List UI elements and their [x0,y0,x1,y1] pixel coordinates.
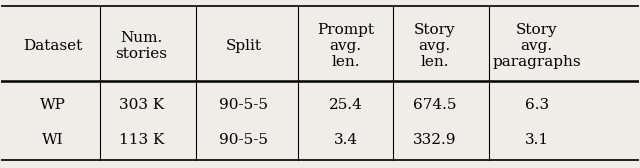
Text: Split: Split [225,39,262,53]
Text: Prompt
avg.
len.: Prompt avg. len. [317,23,374,69]
Text: 113 K: 113 K [119,133,164,147]
Text: WP: WP [40,98,65,113]
Text: 3.1: 3.1 [525,133,548,147]
Text: Story
avg.
paragraphs: Story avg. paragraphs [492,23,581,69]
Text: Num.
stories: Num. stories [116,31,168,61]
Text: 674.5: 674.5 [413,98,456,113]
Text: 25.4: 25.4 [328,98,362,113]
Text: 90-5-5: 90-5-5 [219,133,268,147]
Text: 6.3: 6.3 [525,98,548,113]
Text: 303 K: 303 K [119,98,164,113]
Text: WI: WI [42,133,63,147]
Text: Story
avg.
len.: Story avg. len. [414,23,456,69]
Text: 332.9: 332.9 [413,133,456,147]
Text: Dataset: Dataset [23,39,82,53]
Text: 90-5-5: 90-5-5 [219,98,268,113]
Text: 3.4: 3.4 [333,133,358,147]
